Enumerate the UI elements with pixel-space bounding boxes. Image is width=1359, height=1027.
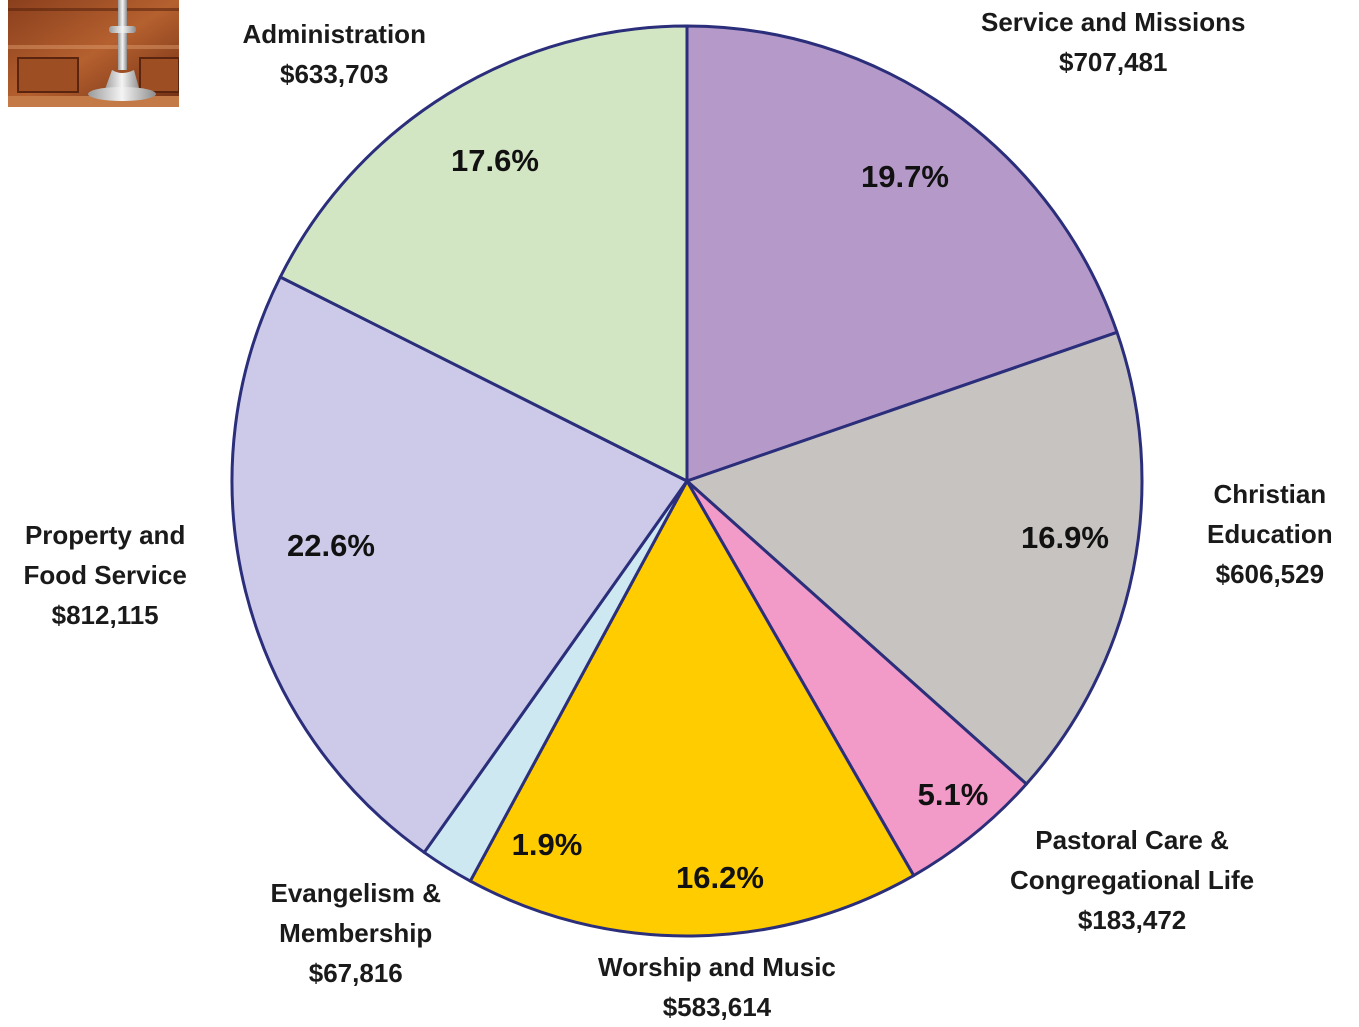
- category-name-line: Christian: [1213, 479, 1327, 509]
- category-name-line: Property and: [24, 520, 186, 550]
- category-name-line: Evangelism &: [270, 878, 442, 908]
- slice-category-label: Christian Education $606,529: [1207, 474, 1333, 594]
- category-amount: $707,481: [1059, 47, 1168, 77]
- slice-category-label: Evangelism & Membership $67,816: [271, 873, 442, 993]
- slice-category-label: Worship and Music $583,614: [598, 947, 836, 1027]
- pie-slice: [685, 24, 1119, 483]
- category-amount: $812,115: [51, 600, 159, 630]
- pie-slice: [230, 275, 689, 854]
- slice-percent-label: 16.2%: [676, 860, 764, 895]
- pie-slice: [685, 330, 1144, 786]
- slice-percent-label: 19.7%: [861, 159, 949, 194]
- category-amount: $606,529: [1215, 559, 1325, 589]
- category-amount: $633,703: [280, 59, 389, 89]
- category-name-line: Worship and Music: [598, 952, 836, 982]
- category-amount: $583,614: [662, 992, 772, 1022]
- category-name-line: Education: [1207, 519, 1333, 549]
- slice-percent-label: 17.6%: [451, 143, 539, 178]
- candlestick-photo-image: [8, 0, 179, 107]
- slice-category-label: Administration $633,703: [243, 14, 426, 94]
- category-name-line: Membership: [279, 918, 433, 948]
- church-photo: [8, 0, 179, 107]
- slice-percent-label: 5.1%: [917, 777, 989, 812]
- category-name-line: Food Service: [23, 560, 187, 590]
- slice-percent-label: 1.9%: [511, 827, 583, 862]
- category-amount: $67,816: [308, 958, 403, 988]
- category-name-line: Congregational Life: [1010, 865, 1255, 895]
- pie-slice: [468, 479, 916, 938]
- pie-slice: [685, 479, 1028, 878]
- slice-category-label: Pastoral Care & Congregational Life $183,4…: [1010, 820, 1254, 940]
- slice-percent-label: 22.6%: [287, 528, 375, 563]
- category-amount: $183,472: [1077, 905, 1187, 935]
- category-name-line: Administration: [242, 19, 426, 49]
- slice-percent-label: 16.9%: [1021, 520, 1109, 555]
- pie-slice: [278, 24, 689, 483]
- slice-category-label: Property and Food Service $812,115: [24, 515, 187, 635]
- category-name-line: Service and Missions: [981, 7, 1246, 37]
- slice-category-label: Service and Missions $707,481: [981, 2, 1245, 82]
- category-name-line: Pastoral Care &: [1035, 825, 1229, 855]
